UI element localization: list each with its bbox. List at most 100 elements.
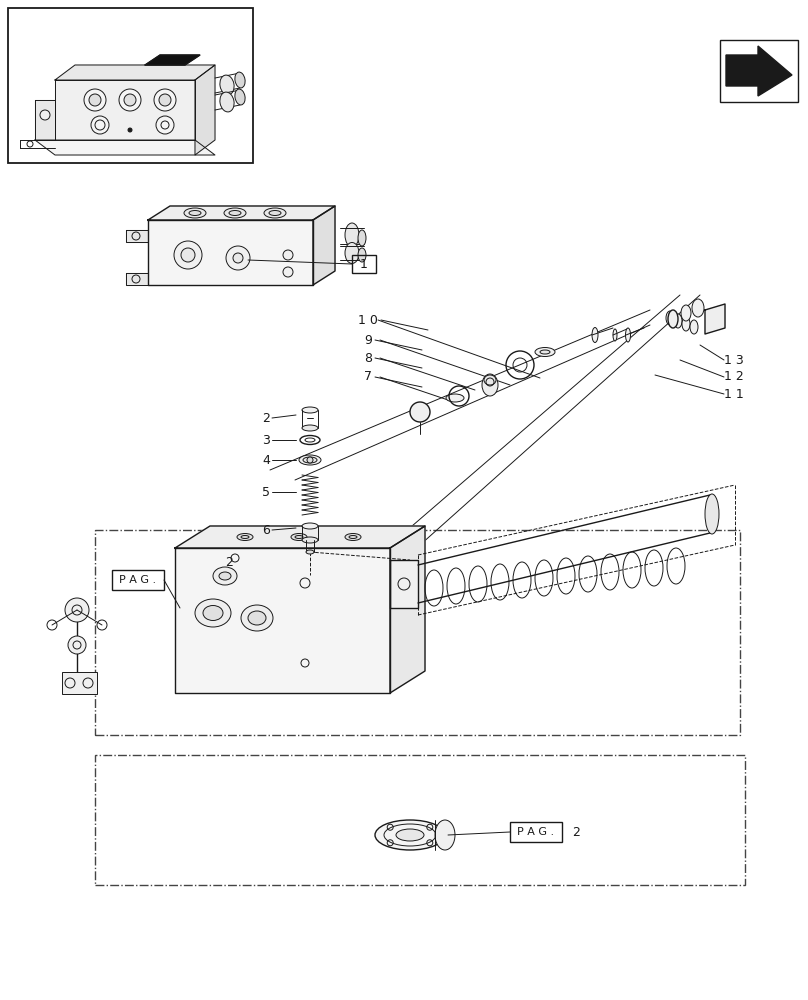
Polygon shape [35, 100, 55, 140]
Ellipse shape [291, 534, 307, 540]
Ellipse shape [303, 457, 317, 463]
Ellipse shape [235, 89, 245, 105]
Ellipse shape [446, 394, 464, 402]
Ellipse shape [306, 550, 314, 554]
Ellipse shape [302, 407, 318, 413]
Ellipse shape [195, 599, 231, 627]
Polygon shape [175, 526, 425, 548]
Circle shape [233, 253, 243, 263]
Ellipse shape [668, 310, 678, 328]
Circle shape [159, 94, 171, 106]
Ellipse shape [184, 208, 206, 218]
Polygon shape [390, 526, 425, 693]
Ellipse shape [613, 329, 617, 341]
Text: 3: 3 [262, 434, 270, 446]
Bar [720, 40, 798, 102]
Bar [8, 8, 253, 163]
Text: 2: 2 [572, 826, 580, 840]
Ellipse shape [213, 567, 237, 585]
Ellipse shape [241, 536, 249, 538]
Text: 6: 6 [262, 524, 270, 536]
Circle shape [283, 250, 293, 260]
Text: 2: 2 [225, 556, 233, 570]
Polygon shape [148, 220, 313, 285]
Ellipse shape [705, 494, 719, 534]
Circle shape [40, 110, 50, 120]
Circle shape [181, 248, 195, 262]
Ellipse shape [345, 242, 359, 263]
Text: 5: 5 [262, 486, 270, 498]
Ellipse shape [666, 311, 674, 325]
Bar [95, 755, 745, 885]
Ellipse shape [625, 328, 630, 342]
Ellipse shape [295, 536, 303, 538]
Ellipse shape [302, 523, 318, 529]
Ellipse shape [358, 248, 366, 262]
Ellipse shape [220, 92, 234, 112]
Bar [112, 570, 164, 590]
Ellipse shape [692, 299, 704, 317]
Ellipse shape [302, 425, 318, 431]
Polygon shape [55, 80, 195, 140]
Ellipse shape [189, 211, 201, 216]
Ellipse shape [535, 348, 555, 357]
Ellipse shape [375, 820, 445, 850]
Ellipse shape [299, 455, 321, 465]
Ellipse shape [484, 375, 496, 385]
Bar [510, 822, 562, 842]
Circle shape [307, 457, 313, 463]
Text: 1 3: 1 3 [724, 354, 743, 366]
Ellipse shape [302, 537, 318, 543]
Ellipse shape [264, 208, 286, 218]
Ellipse shape [482, 374, 498, 396]
Text: 7: 7 [364, 370, 372, 383]
Bar [352, 255, 376, 273]
Text: 2: 2 [262, 412, 270, 424]
Polygon shape [390, 560, 418, 608]
Ellipse shape [682, 317, 690, 331]
Ellipse shape [674, 314, 682, 328]
Text: 9: 9 [364, 334, 372, 347]
Ellipse shape [248, 611, 266, 625]
Circle shape [128, 128, 132, 132]
Ellipse shape [592, 328, 598, 342]
Polygon shape [195, 65, 215, 155]
Ellipse shape [345, 534, 361, 540]
Ellipse shape [237, 534, 253, 540]
Bar [95, 530, 740, 735]
Polygon shape [126, 230, 148, 242]
Circle shape [119, 89, 141, 111]
Ellipse shape [269, 211, 281, 216]
Circle shape [65, 598, 89, 622]
Ellipse shape [220, 75, 234, 95]
Text: 1: 1 [360, 257, 368, 270]
Circle shape [124, 94, 136, 106]
Ellipse shape [229, 211, 241, 216]
Ellipse shape [358, 230, 366, 246]
Text: 1 0: 1 0 [358, 314, 378, 326]
Circle shape [283, 267, 293, 277]
Circle shape [68, 636, 86, 654]
Ellipse shape [235, 72, 245, 88]
Text: 1 2: 1 2 [724, 370, 743, 383]
Circle shape [154, 89, 176, 111]
Ellipse shape [224, 208, 246, 218]
Ellipse shape [681, 305, 691, 321]
Polygon shape [145, 55, 200, 65]
Polygon shape [726, 46, 792, 96]
Text: 8: 8 [364, 352, 372, 364]
Circle shape [156, 116, 174, 134]
Ellipse shape [396, 829, 424, 841]
Polygon shape [55, 65, 215, 80]
Ellipse shape [349, 536, 357, 538]
Polygon shape [313, 206, 335, 285]
Polygon shape [35, 140, 215, 155]
Circle shape [89, 94, 101, 106]
Text: P A G .: P A G . [120, 575, 157, 585]
Ellipse shape [690, 320, 698, 334]
Text: P A G .: P A G . [517, 827, 554, 837]
Ellipse shape [345, 223, 359, 247]
Bar [62, 672, 97, 694]
Ellipse shape [435, 820, 455, 850]
Circle shape [410, 402, 430, 422]
